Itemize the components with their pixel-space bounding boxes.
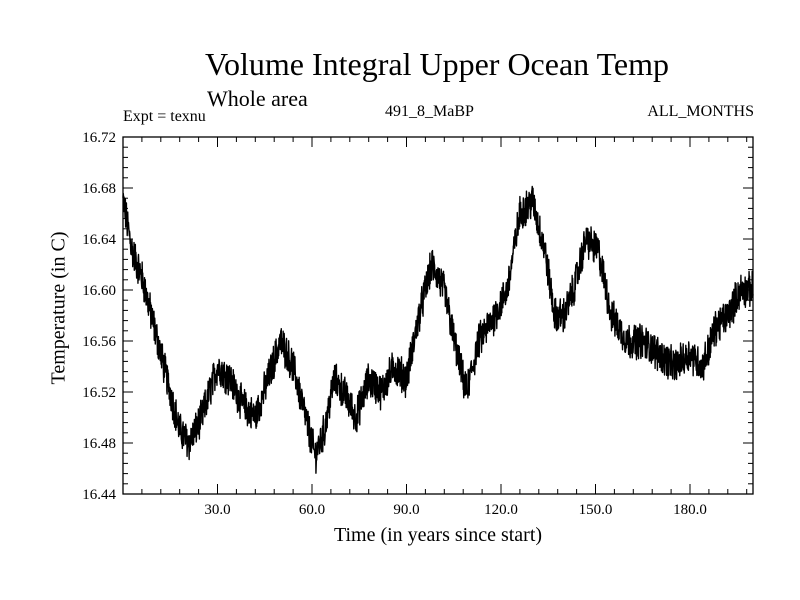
chart-title: Volume Integral Upper Ocean Temp	[205, 46, 669, 82]
series-line	[122, 185, 754, 474]
y-tick-label: 16.60	[82, 283, 116, 299]
x-axis-label: Time (in years since start)	[333, 524, 543, 546]
x-tick-label: 30.0	[204, 502, 230, 518]
y-axis-ticks: 16.44 16.48 16.52 16.56 16.60 16.64 16.68 16.72	[82, 130, 753, 503]
plot-frame	[122, 136, 754, 495]
x-tick-label: 120.0	[484, 502, 518, 518]
x-tick-label: 90.0	[393, 502, 419, 518]
run-id-label: 491_8_MaBP	[385, 103, 474, 120]
y-tick-label: 16.56	[82, 334, 116, 350]
y-tick-label: 16.64	[82, 232, 116, 248]
y-tick-label: 16.52	[82, 385, 116, 401]
y-tick-label: 16.48	[82, 436, 116, 452]
experiment-label: Expt = texnu	[123, 108, 206, 125]
y-tick-label: 16.68	[82, 181, 116, 197]
x-tick-label: 60.0	[299, 502, 325, 518]
x-tick-label: 150.0	[579, 502, 613, 518]
series-layer	[122, 185, 754, 474]
y-tick-label: 16.44	[82, 487, 116, 503]
y-tick-label: 16.72	[82, 130, 116, 146]
x-axis-ticks: 30.0 60.0 90.0 120.0 150.0 180.0	[141, 137, 748, 518]
months-label: ALL_MONTHS	[647, 103, 754, 120]
x-tick-label: 180.0	[673, 502, 707, 518]
chart-subtitle: Whole area	[207, 86, 308, 111]
